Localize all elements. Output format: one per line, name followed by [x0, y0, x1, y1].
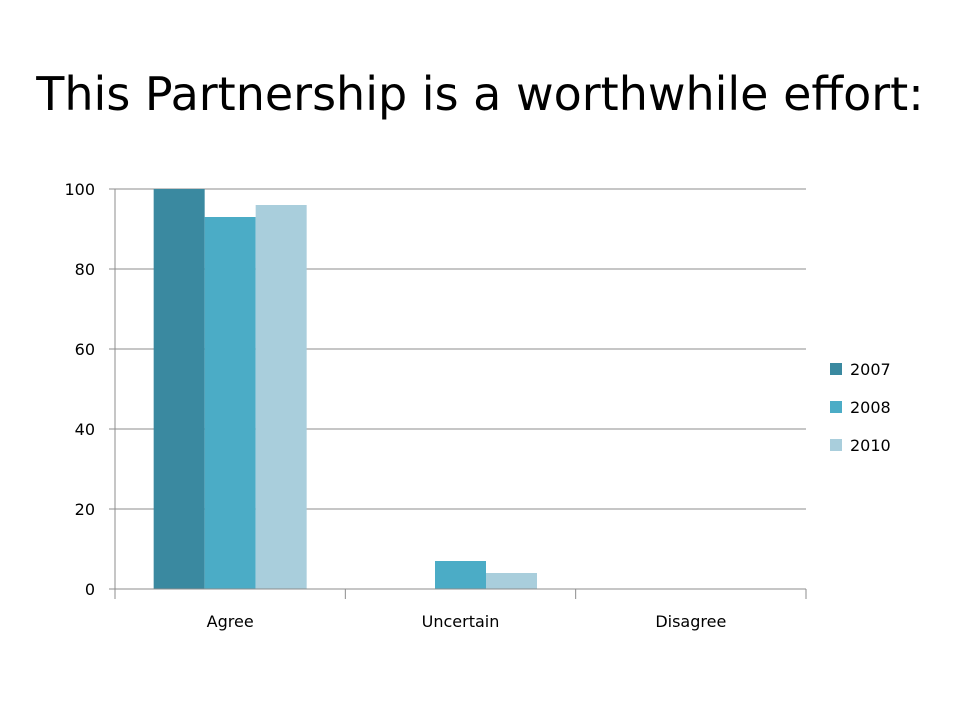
y-tick-label: 80 — [75, 260, 95, 279]
legend-swatch-2008 — [830, 401, 842, 413]
legend-label-2008: 2008 — [850, 398, 891, 417]
y-tick-label: 60 — [75, 340, 95, 359]
legend-swatch-2010 — [830, 439, 842, 451]
legend-label-2007: 2007 — [850, 360, 891, 379]
legend-swatch-2007 — [830, 363, 842, 375]
y-tick-label: 100 — [64, 180, 95, 199]
y-tick-label: 0 — [85, 580, 95, 599]
x-tick-label: Disagree — [655, 612, 726, 631]
axes — [109, 188, 807, 599]
y-tick-labels: 0 20 40 60 80 100 — [64, 180, 95, 599]
x-tick-label: Agree — [207, 612, 254, 631]
x-tick-label: Uncertain — [422, 612, 500, 631]
legend-label-2010: 2010 — [850, 436, 891, 455]
bar-agree-2010 — [255, 205, 307, 589]
slide-title: This Partnership is a worthwhile effort: — [36, 67, 924, 121]
y-tick-label: 20 — [75, 500, 95, 519]
x-tick-labels: Agree Uncertain Disagree — [207, 612, 727, 631]
bar-agree-2007 — [153, 189, 205, 589]
y-tick-label: 40 — [75, 420, 95, 439]
bar-uncertain-2008 — [435, 561, 486, 589]
bar-uncertain-2010 — [486, 573, 537, 589]
legend: 2007 2008 2010 — [830, 360, 891, 455]
bars — [153, 189, 537, 589]
bar-agree-2008 — [204, 217, 256, 589]
